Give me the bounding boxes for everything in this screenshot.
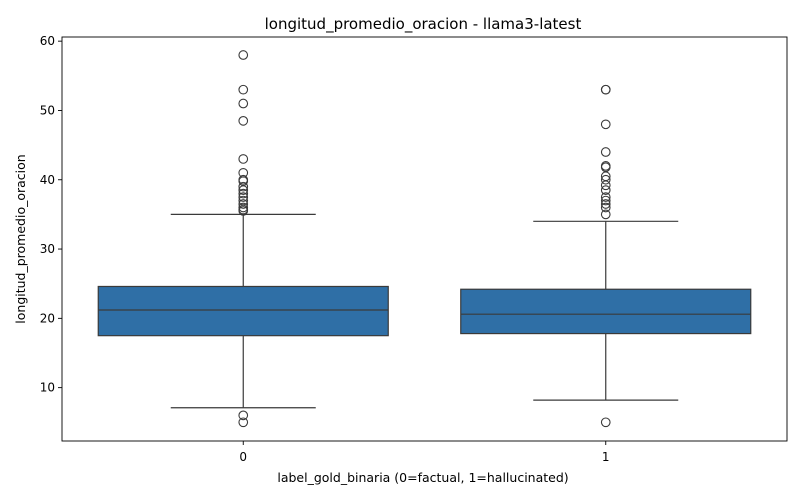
outlier-point (238, 50, 249, 60)
outlier-point (238, 206, 249, 216)
y-axis-label: longitud_promedio_oracion (13, 154, 28, 323)
chart-title: longitud_promedio_oracion - llama3-lates… (265, 15, 582, 34)
outlier-point (600, 195, 611, 206)
iqr-box (97, 285, 389, 337)
iqr-box (460, 288, 752, 335)
y-tick-label: 40 (40, 173, 55, 187)
outlier-point (600, 209, 611, 220)
plot-area-frame (61, 36, 788, 442)
y-tick-label: 30 (40, 242, 55, 256)
outlier-point (600, 174, 611, 185)
y-tick-label: 10 (40, 381, 55, 395)
outlier-point (238, 410, 249, 421)
y-tick-label: 20 (40, 311, 55, 325)
outlier-point (238, 199, 249, 209)
outlier-point (600, 199, 611, 209)
outlier-point (600, 119, 611, 130)
outlier-point (600, 417, 611, 428)
outlier-point (600, 192, 611, 202)
outlier-point (238, 181, 249, 192)
outlier-point (600, 180, 611, 191)
y-tick-label: 60 (40, 34, 55, 48)
outlier-point (238, 192, 249, 202)
outlier-point (238, 188, 249, 199)
outlier-point (600, 147, 611, 157)
outlier-point (600, 202, 611, 213)
box-0 (97, 50, 389, 428)
y-axis: 10 20 30 40 50 60 (40, 34, 62, 395)
boxes (97, 50, 752, 428)
outlier-point (238, 154, 249, 164)
outlier-point (238, 84, 249, 95)
outlier-point (238, 98, 249, 109)
outlier-point (238, 417, 249, 428)
box-1 (460, 84, 752, 428)
x-tick-label: 1 (602, 450, 610, 464)
outlier-point (600, 185, 611, 195)
x-axis-label: label_gold_binaria (0=factual, 1=halluci… (277, 470, 568, 485)
outlier-point (238, 115, 249, 126)
x-tick-label: 0 (239, 450, 247, 464)
outlier-point (600, 84, 611, 95)
outlier-point (238, 185, 249, 195)
y-tick-label: 50 (40, 103, 55, 117)
